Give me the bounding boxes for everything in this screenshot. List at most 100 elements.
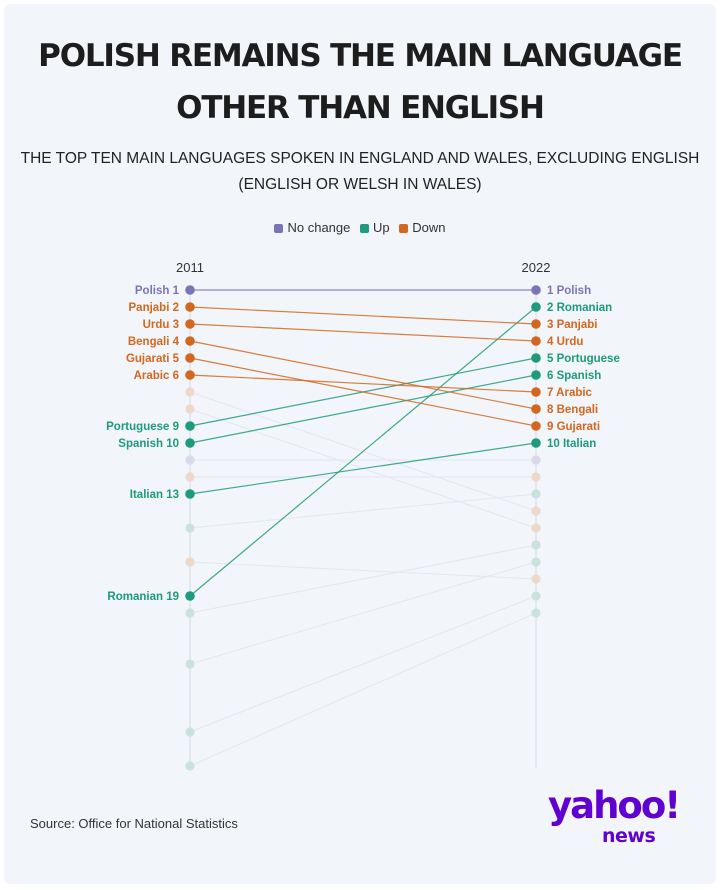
series-line-italian [189, 442, 537, 495]
background-dot-2022-rank-18 [531, 574, 541, 584]
dot-2011-urdu [185, 319, 195, 329]
legend-item-up: Up [360, 220, 390, 235]
series-line-urdu [189, 323, 537, 342]
label-2011-gujarati: Gujarati 5 [126, 353, 180, 365]
chart-card [4, 4, 716, 884]
dot-2011-arabic [185, 370, 195, 380]
series-line-gujarati [189, 357, 537, 427]
label-2011-portuguese: Portuguese 9 [106, 421, 179, 433]
legend-item-down: Down [399, 220, 446, 235]
label-2022-romanian: 2 Romanian [547, 302, 612, 314]
background-link-5 [189, 493, 537, 529]
background-dot-2011-rank-20 [185, 608, 195, 618]
year-label-2011: 2011 [176, 260, 204, 275]
series-labels: 2011 2022 Polish 1 1 Polish Romanian 19 2 Rom… [106, 260, 620, 603]
background-dot-2011-rank-15 [185, 523, 195, 533]
background-dot-2022-rank-17 [531, 557, 541, 567]
label-2022-italian: 10 Italian [547, 438, 596, 450]
label-2011-italian: Italian 13 [130, 489, 179, 501]
label-2022-gujarati: 9 Gujarati [547, 421, 600, 433]
label-2011-romanian: Romanian 19 [107, 591, 179, 603]
series-line-romanian [189, 306, 537, 597]
dot-2011-italian [185, 489, 195, 499]
dot-2011-romanian [185, 591, 195, 601]
series-line-spanish [189, 374, 537, 444]
title-line-1: POLISH REMAINS THE MAIN LANGUAGE [38, 38, 683, 74]
dot-2022-gujarati [531, 421, 541, 431]
dot-2011-panjabi [185, 302, 195, 312]
dot-2011-portuguese [185, 421, 195, 431]
background-dot-2011-rank-27 [185, 727, 195, 737]
background-dot-2011-rank-23 [185, 659, 195, 669]
legend-item-no-change: No change [274, 220, 350, 235]
logo-subbrand: news [602, 825, 656, 847]
background-dot-2022-rank-13 [531, 489, 541, 499]
label-2022-bengali: 8 Bengali [547, 404, 598, 416]
dot-2011-polish [185, 285, 195, 295]
background-dot-2022-rank-20 [531, 608, 541, 618]
chart-title: POLISH REMAINS THE MAIN LANGUAGE OTHER T… [0, 30, 720, 134]
series-line-panjabi [189, 306, 537, 325]
background-dot-2011-rank-17 [185, 557, 195, 567]
legend-swatch-down [399, 223, 409, 233]
background-link-7 [189, 544, 537, 614]
series-line-arabic [189, 374, 537, 393]
dot-2022-panjabi [531, 319, 541, 329]
label-2022-urdu: 4 Urdu [547, 336, 583, 348]
legend-label-down: Down [412, 220, 446, 235]
logo-wordmark: yahoo! [548, 784, 681, 827]
legend-swatch-no-change [274, 223, 284, 233]
label-2022-panjabi: 3 Panjabi [547, 319, 598, 331]
series-line-bengali [189, 340, 537, 410]
source-note: Source: Office for National Statistics [30, 816, 238, 831]
dot-2022-italian [531, 438, 541, 448]
label-2011-bengali: Bengali 4 [128, 336, 180, 348]
background-dot-2022-rank-16 [531, 540, 541, 550]
dot-2011-spanish [185, 438, 195, 448]
label-2011-arabic: Arabic 6 [134, 370, 179, 382]
background-dot-2011-rank-8 [185, 404, 195, 414]
dot-2022-romanian [531, 302, 541, 312]
subtitle-line-1: THE TOP TEN MAIN LANGUAGES SPOKEN IN ENG… [20, 150, 700, 167]
label-2011-urdu: Urdu 3 [143, 319, 179, 331]
dot-2022-polish [531, 285, 541, 295]
label-2022-portuguese: 5 Portuguese [547, 353, 620, 365]
dot-2022-portuguese [531, 353, 541, 363]
yahoo-news-logo: yahoo! news [548, 786, 698, 852]
dot-2011-gujarati [185, 353, 195, 363]
dot-2022-urdu [531, 336, 541, 346]
dot-2022-arabic [531, 387, 541, 397]
label-2011-spanish: Spanish 10 [118, 438, 179, 450]
series-lines [189, 289, 537, 597]
background-dot-2022-rank-11 [531, 455, 541, 465]
background-dot-2022-rank-12 [531, 472, 541, 482]
background-dot-2022-rank-14 [531, 506, 541, 516]
background-link-6 [189, 561, 537, 580]
legend-label-no-change: No change [287, 220, 351, 235]
legend-swatch-up [360, 223, 369, 233]
background-dot-2022-rank-19 [531, 591, 541, 601]
series-dots [185, 285, 541, 601]
chart-subtitle: THE TOP TEN MAIN LANGUAGES SPOKEN IN ENG… [0, 146, 720, 198]
label-2011-panjabi: Panjabi 2 [129, 302, 180, 314]
dot-2011-bengali [185, 336, 195, 346]
title-line-2: OTHER THAN ENGLISH [176, 90, 545, 126]
legend-label-up: Up [373, 220, 390, 235]
label-2022-polish: 1 Polish [547, 285, 591, 297]
label-2022-spanish: 6 Spanish [547, 370, 601, 382]
year-label-2022: 2022 [522, 260, 551, 275]
background-dot-2011-rank-11 [185, 455, 195, 465]
label-2022-arabic: 7 Arabic [547, 387, 593, 399]
dot-2022-bengali [531, 404, 541, 414]
background-links [185, 387, 541, 771]
legend: No change Up Down [0, 220, 720, 235]
subtitle-line-2: (ENGLISH OR WELSH IN WALES) [238, 176, 482, 193]
dot-2022-spanish [531, 370, 541, 380]
background-link-10 [189, 612, 537, 767]
background-link-9 [189, 595, 537, 733]
label-2011-polish: Polish 1 [135, 285, 180, 297]
background-dot-2011-rank-29 [185, 761, 195, 771]
background-link-8 [189, 561, 537, 665]
background-dot-2011-rank-7 [185, 387, 195, 397]
